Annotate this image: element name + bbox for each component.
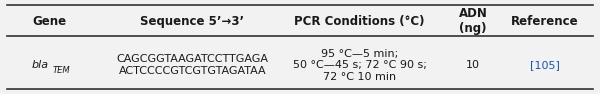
Text: ADN
(ng): ADN (ng) bbox=[459, 7, 488, 35]
Text: TEM: TEM bbox=[52, 66, 70, 75]
Text: Reference: Reference bbox=[511, 15, 578, 28]
Text: 95 °C—5 min;
50 °C—45 s; 72 °C 90 s;
72 °C 10 min: 95 °C—5 min; 50 °C—45 s; 72 °C 90 s; 72 … bbox=[293, 49, 427, 82]
Text: PCR Conditions (°C): PCR Conditions (°C) bbox=[295, 15, 425, 28]
Text: Gene: Gene bbox=[32, 15, 66, 28]
Text: 10: 10 bbox=[466, 60, 480, 70]
Text: Sequence 5’→3’: Sequence 5’→3’ bbox=[140, 15, 245, 28]
Text: [105]: [105] bbox=[530, 60, 560, 70]
Text: CAGCGGTAAGATCCTTGAGA
ACTCCCCGTCGTGTAGATAA: CAGCGGTAAGATCCTTGAGA ACTCCCCGTCGTGTAGATA… bbox=[116, 54, 269, 76]
Text: bla: bla bbox=[32, 60, 49, 70]
